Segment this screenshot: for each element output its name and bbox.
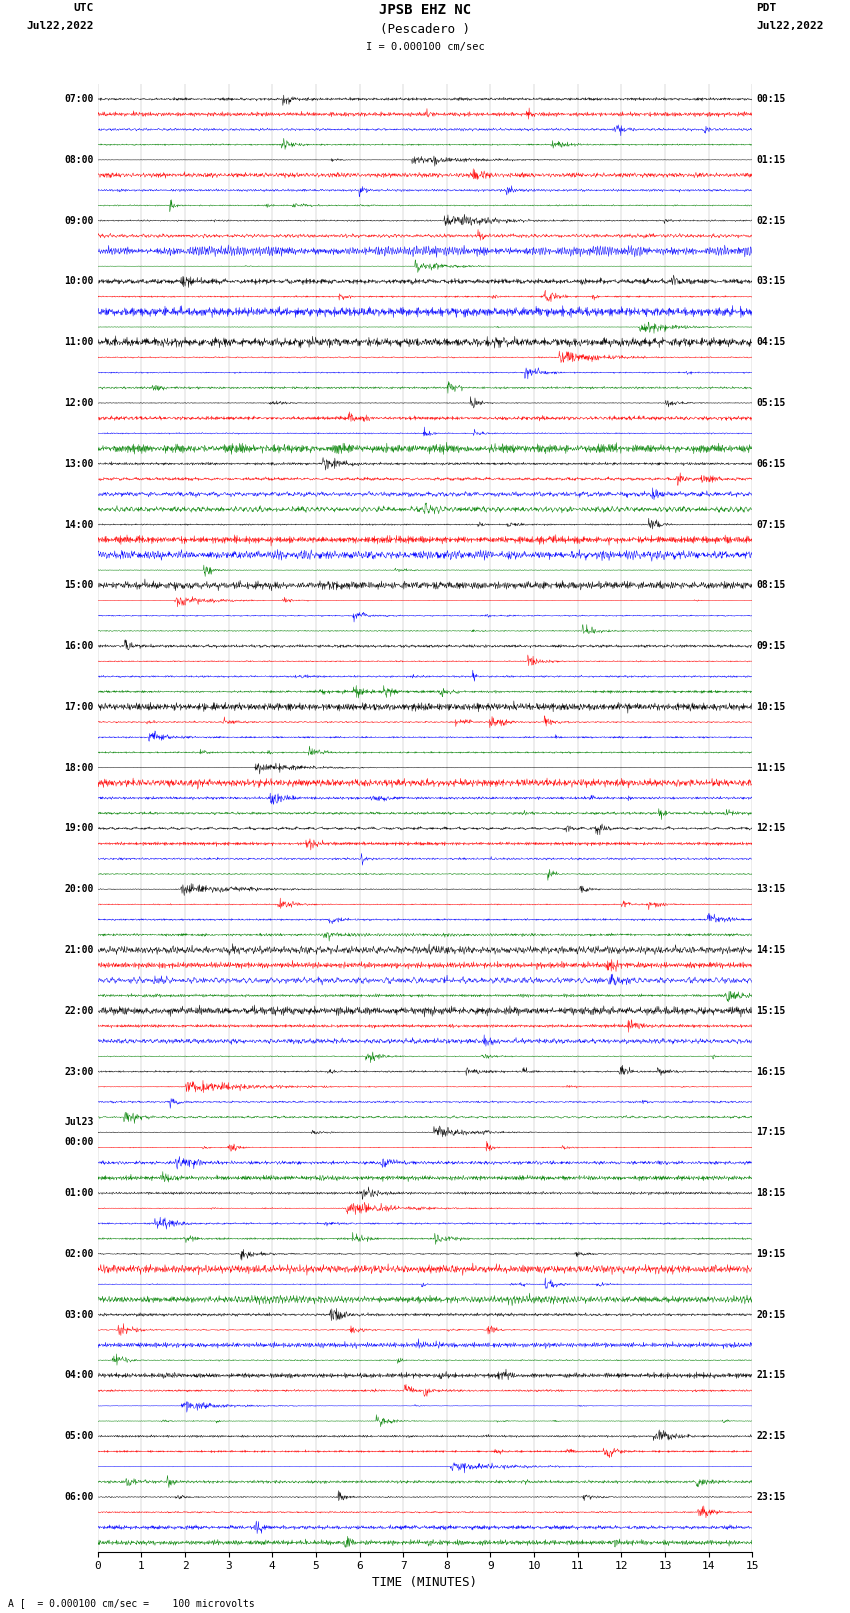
Text: UTC: UTC xyxy=(73,3,94,13)
Text: 07:00: 07:00 xyxy=(64,94,94,105)
Text: 00:00: 00:00 xyxy=(64,1137,94,1147)
Text: 10:00: 10:00 xyxy=(64,276,94,287)
Text: 20:15: 20:15 xyxy=(756,1310,786,1319)
Text: 05:15: 05:15 xyxy=(756,398,786,408)
Text: 00:15: 00:15 xyxy=(756,94,786,105)
Text: 17:15: 17:15 xyxy=(756,1127,786,1137)
Text: 22:15: 22:15 xyxy=(756,1431,786,1442)
Text: 08:00: 08:00 xyxy=(64,155,94,165)
Text: 23:00: 23:00 xyxy=(64,1066,94,1076)
Text: 11:15: 11:15 xyxy=(756,763,786,773)
Text: 12:15: 12:15 xyxy=(756,823,786,834)
Text: 14:00: 14:00 xyxy=(64,519,94,529)
Text: 14:15: 14:15 xyxy=(756,945,786,955)
Text: 21:15: 21:15 xyxy=(756,1371,786,1381)
X-axis label: TIME (MINUTES): TIME (MINUTES) xyxy=(372,1576,478,1589)
Text: 13:00: 13:00 xyxy=(64,458,94,469)
Text: 04:15: 04:15 xyxy=(756,337,786,347)
Text: 15:15: 15:15 xyxy=(756,1007,786,1016)
Text: PDT: PDT xyxy=(756,3,777,13)
Text: 19:00: 19:00 xyxy=(64,823,94,834)
Text: 02:00: 02:00 xyxy=(64,1248,94,1258)
Text: 10:15: 10:15 xyxy=(756,702,786,711)
Text: 09:00: 09:00 xyxy=(64,216,94,226)
Text: 19:15: 19:15 xyxy=(756,1248,786,1258)
Text: 21:00: 21:00 xyxy=(64,945,94,955)
Text: 05:00: 05:00 xyxy=(64,1431,94,1442)
Text: 12:00: 12:00 xyxy=(64,398,94,408)
Text: 01:00: 01:00 xyxy=(64,1189,94,1198)
Text: 02:15: 02:15 xyxy=(756,216,786,226)
Text: (Pescadero ): (Pescadero ) xyxy=(380,23,470,35)
Text: 08:15: 08:15 xyxy=(756,581,786,590)
Text: 03:15: 03:15 xyxy=(756,276,786,287)
Text: 16:15: 16:15 xyxy=(756,1066,786,1076)
Text: 04:00: 04:00 xyxy=(64,1371,94,1381)
Text: 20:00: 20:00 xyxy=(64,884,94,894)
Text: 22:00: 22:00 xyxy=(64,1007,94,1016)
Text: 07:15: 07:15 xyxy=(756,519,786,529)
Text: 03:00: 03:00 xyxy=(64,1310,94,1319)
Text: 17:00: 17:00 xyxy=(64,702,94,711)
Text: 09:15: 09:15 xyxy=(756,640,786,652)
Text: 18:15: 18:15 xyxy=(756,1189,786,1198)
Text: Jul22,2022: Jul22,2022 xyxy=(26,21,94,31)
Text: Jul23: Jul23 xyxy=(64,1118,94,1127)
Text: 16:00: 16:00 xyxy=(64,640,94,652)
Text: I = 0.000100 cm/sec: I = 0.000100 cm/sec xyxy=(366,42,484,52)
Text: 06:15: 06:15 xyxy=(756,458,786,469)
Text: 18:00: 18:00 xyxy=(64,763,94,773)
Text: 11:00: 11:00 xyxy=(64,337,94,347)
Text: 13:15: 13:15 xyxy=(756,884,786,894)
Text: 06:00: 06:00 xyxy=(64,1492,94,1502)
Text: 01:15: 01:15 xyxy=(756,155,786,165)
Text: JPSB EHZ NC: JPSB EHZ NC xyxy=(379,3,471,18)
Text: Jul22,2022: Jul22,2022 xyxy=(756,21,824,31)
Text: 15:00: 15:00 xyxy=(64,581,94,590)
Text: 23:15: 23:15 xyxy=(756,1492,786,1502)
Text: A [  = 0.000100 cm/sec =    100 microvolts: A [ = 0.000100 cm/sec = 100 microvolts xyxy=(8,1598,255,1608)
